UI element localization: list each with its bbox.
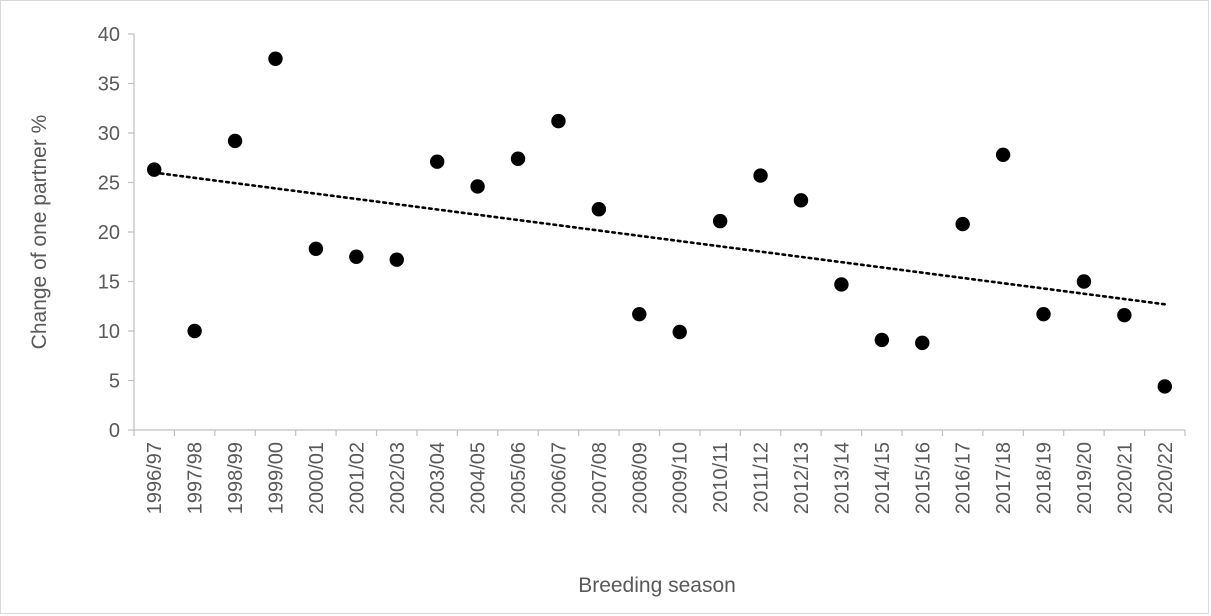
x-tick-label: 2017/18 [993, 442, 1015, 514]
data-point [429, 154, 445, 169]
x-tick-label: 2010/11 [710, 442, 732, 513]
data-point [1117, 307, 1132, 323]
data-point [349, 249, 364, 264]
data-point [874, 332, 890, 348]
y-tick-label: 0 [109, 420, 120, 442]
data-point [470, 179, 485, 194]
x-axis-title: Breeding season [578, 574, 736, 597]
x-tick-label: 2015/16 [912, 442, 934, 514]
data-point [1157, 379, 1172, 394]
trendline-group [152, 171, 1167, 306]
x-tick-label: 2007/08 [589, 442, 611, 514]
x-tick-label: 2020/21 [1114, 442, 1136, 514]
y-tick-label: 10 [98, 321, 120, 343]
x-tick-label: 1996/97 [144, 442, 166, 514]
x-tick-label: 2008/09 [629, 442, 651, 514]
data-point [712, 213, 728, 229]
y-tick-label: 20 [98, 222, 120, 244]
data-point [268, 51, 283, 66]
data-point [915, 335, 930, 351]
x-tick-label: 2011/12 [751, 442, 773, 513]
x-tick-label: 2009/10 [670, 442, 692, 514]
x-tick-label: 1998/99 [225, 442, 247, 514]
y-tick-label: 35 [98, 74, 120, 96]
trendline [152, 171, 1167, 306]
data-point [834, 277, 849, 292]
data-point [308, 241, 324, 257]
x-tick-label: 2016/17 [953, 442, 975, 514]
data-point [187, 323, 202, 339]
x-tick-label: 2001/02 [346, 442, 368, 514]
y-tick-label: 40 [98, 24, 120, 46]
y-tick-label: 25 [98, 173, 120, 195]
x-tick-label: 2005/06 [508, 442, 530, 514]
data-point [793, 193, 809, 208]
x-tick-label: 2013/14 [831, 442, 853, 514]
data-point [551, 113, 566, 129]
data-point [995, 147, 1011, 162]
x-tick-label: 2006/07 [548, 442, 570, 514]
y-tick-label: 15 [98, 272, 120, 294]
data-point [632, 306, 647, 322]
x-tick-label: 2012/13 [791, 442, 813, 514]
x-tick-label: 2002/03 [387, 442, 409, 514]
data-point [147, 162, 162, 177]
data-point [227, 133, 243, 149]
data-points [147, 51, 1172, 394]
x-tick-label: 1999/00 [265, 442, 287, 514]
x-tick-label: 2000/01 [306, 442, 328, 514]
data-point [389, 252, 404, 267]
x-tick-label: 2020/22 [1155, 442, 1177, 514]
x-tick-label: 2014/15 [872, 442, 894, 514]
data-point [1036, 306, 1051, 322]
x-tick-label: 2003/04 [427, 442, 449, 514]
data-point [955, 216, 970, 232]
data-point [591, 202, 607, 217]
y-axis: 0 5 10 15 20 25 30 35 40 [98, 24, 135, 442]
y-tick-label: 5 [109, 371, 120, 393]
y-tick-label: 30 [98, 123, 120, 145]
y-axis-title: Change of one partner % [28, 115, 51, 350]
data-point [753, 168, 768, 183]
x-axis: 1996/97 1997/98 1998/99 1999/00 2000/01 2001/… [133, 429, 1186, 514]
data-point [1076, 274, 1092, 289]
x-tick-label: 2018/19 [1034, 442, 1056, 514]
data-point [510, 151, 526, 166]
data-point [672, 324, 687, 340]
x-tick-label: 1997/98 [185, 442, 207, 514]
x-tick-label: 2004/05 [468, 442, 490, 514]
x-tick-label: 2019/20 [1074, 442, 1096, 514]
